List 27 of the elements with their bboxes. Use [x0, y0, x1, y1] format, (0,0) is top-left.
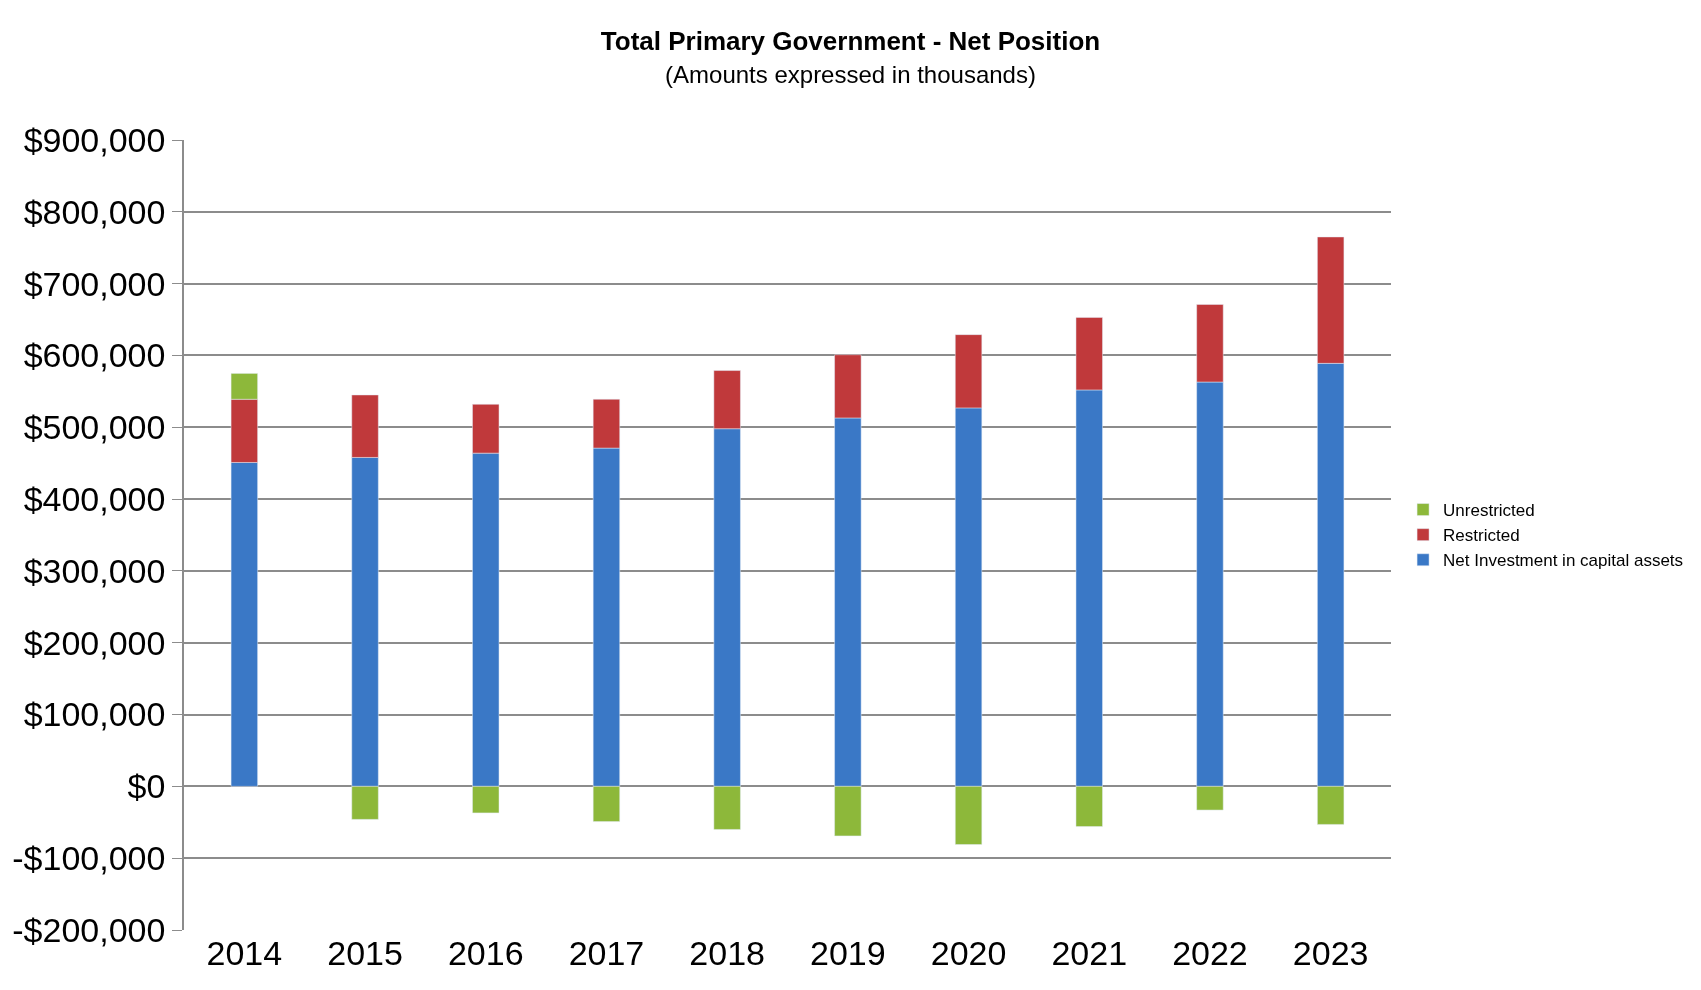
legend-label: Restricted — [1443, 526, 1520, 546]
x-tick-label: 2018 — [689, 934, 765, 972]
x-tick-label: 2021 — [1051, 934, 1128, 972]
chart-title: Total Primary Government - Net Position — [600, 25, 1101, 56]
y-tick-label: $600,000 — [23, 336, 166, 375]
y-tick-label: $700,000 — [23, 264, 166, 303]
y-tick-label: $900,000 — [23, 120, 166, 159]
y-tick-label: $800,000 — [23, 192, 166, 231]
x-tick-label: 2020 — [930, 934, 1007, 972]
x-tick-label: 2022 — [1172, 934, 1248, 972]
y-tick-label: $400,000 — [23, 479, 166, 518]
y-tick-label: -$100,000 — [12, 839, 166, 878]
x-tick-label: 2016 — [447, 934, 524, 972]
y-tick-label: -$200,000 — [12, 910, 166, 949]
y-tick-label: $100,000 — [23, 695, 166, 734]
x-tick-label: 2017 — [568, 934, 645, 972]
y-tick-label: $500,000 — [23, 408, 166, 447]
y-tick-label: $0 — [127, 767, 166, 806]
chart-subtitle: (Amounts expressed in thousands) — [665, 61, 1036, 89]
y-tick-label: $200,000 — [23, 623, 166, 662]
legend-label: Net Investment in capital assets — [1443, 551, 1684, 571]
y-tick-label: $300,000 — [23, 551, 166, 590]
x-tick-label: 2023 — [1292, 934, 1369, 972]
x-tick-label: 2019 — [810, 934, 886, 972]
x-tick-label: 2014 — [206, 934, 283, 972]
x-tick-label: 2015 — [327, 934, 403, 972]
legend-label: Unrestricted — [1443, 501, 1535, 521]
